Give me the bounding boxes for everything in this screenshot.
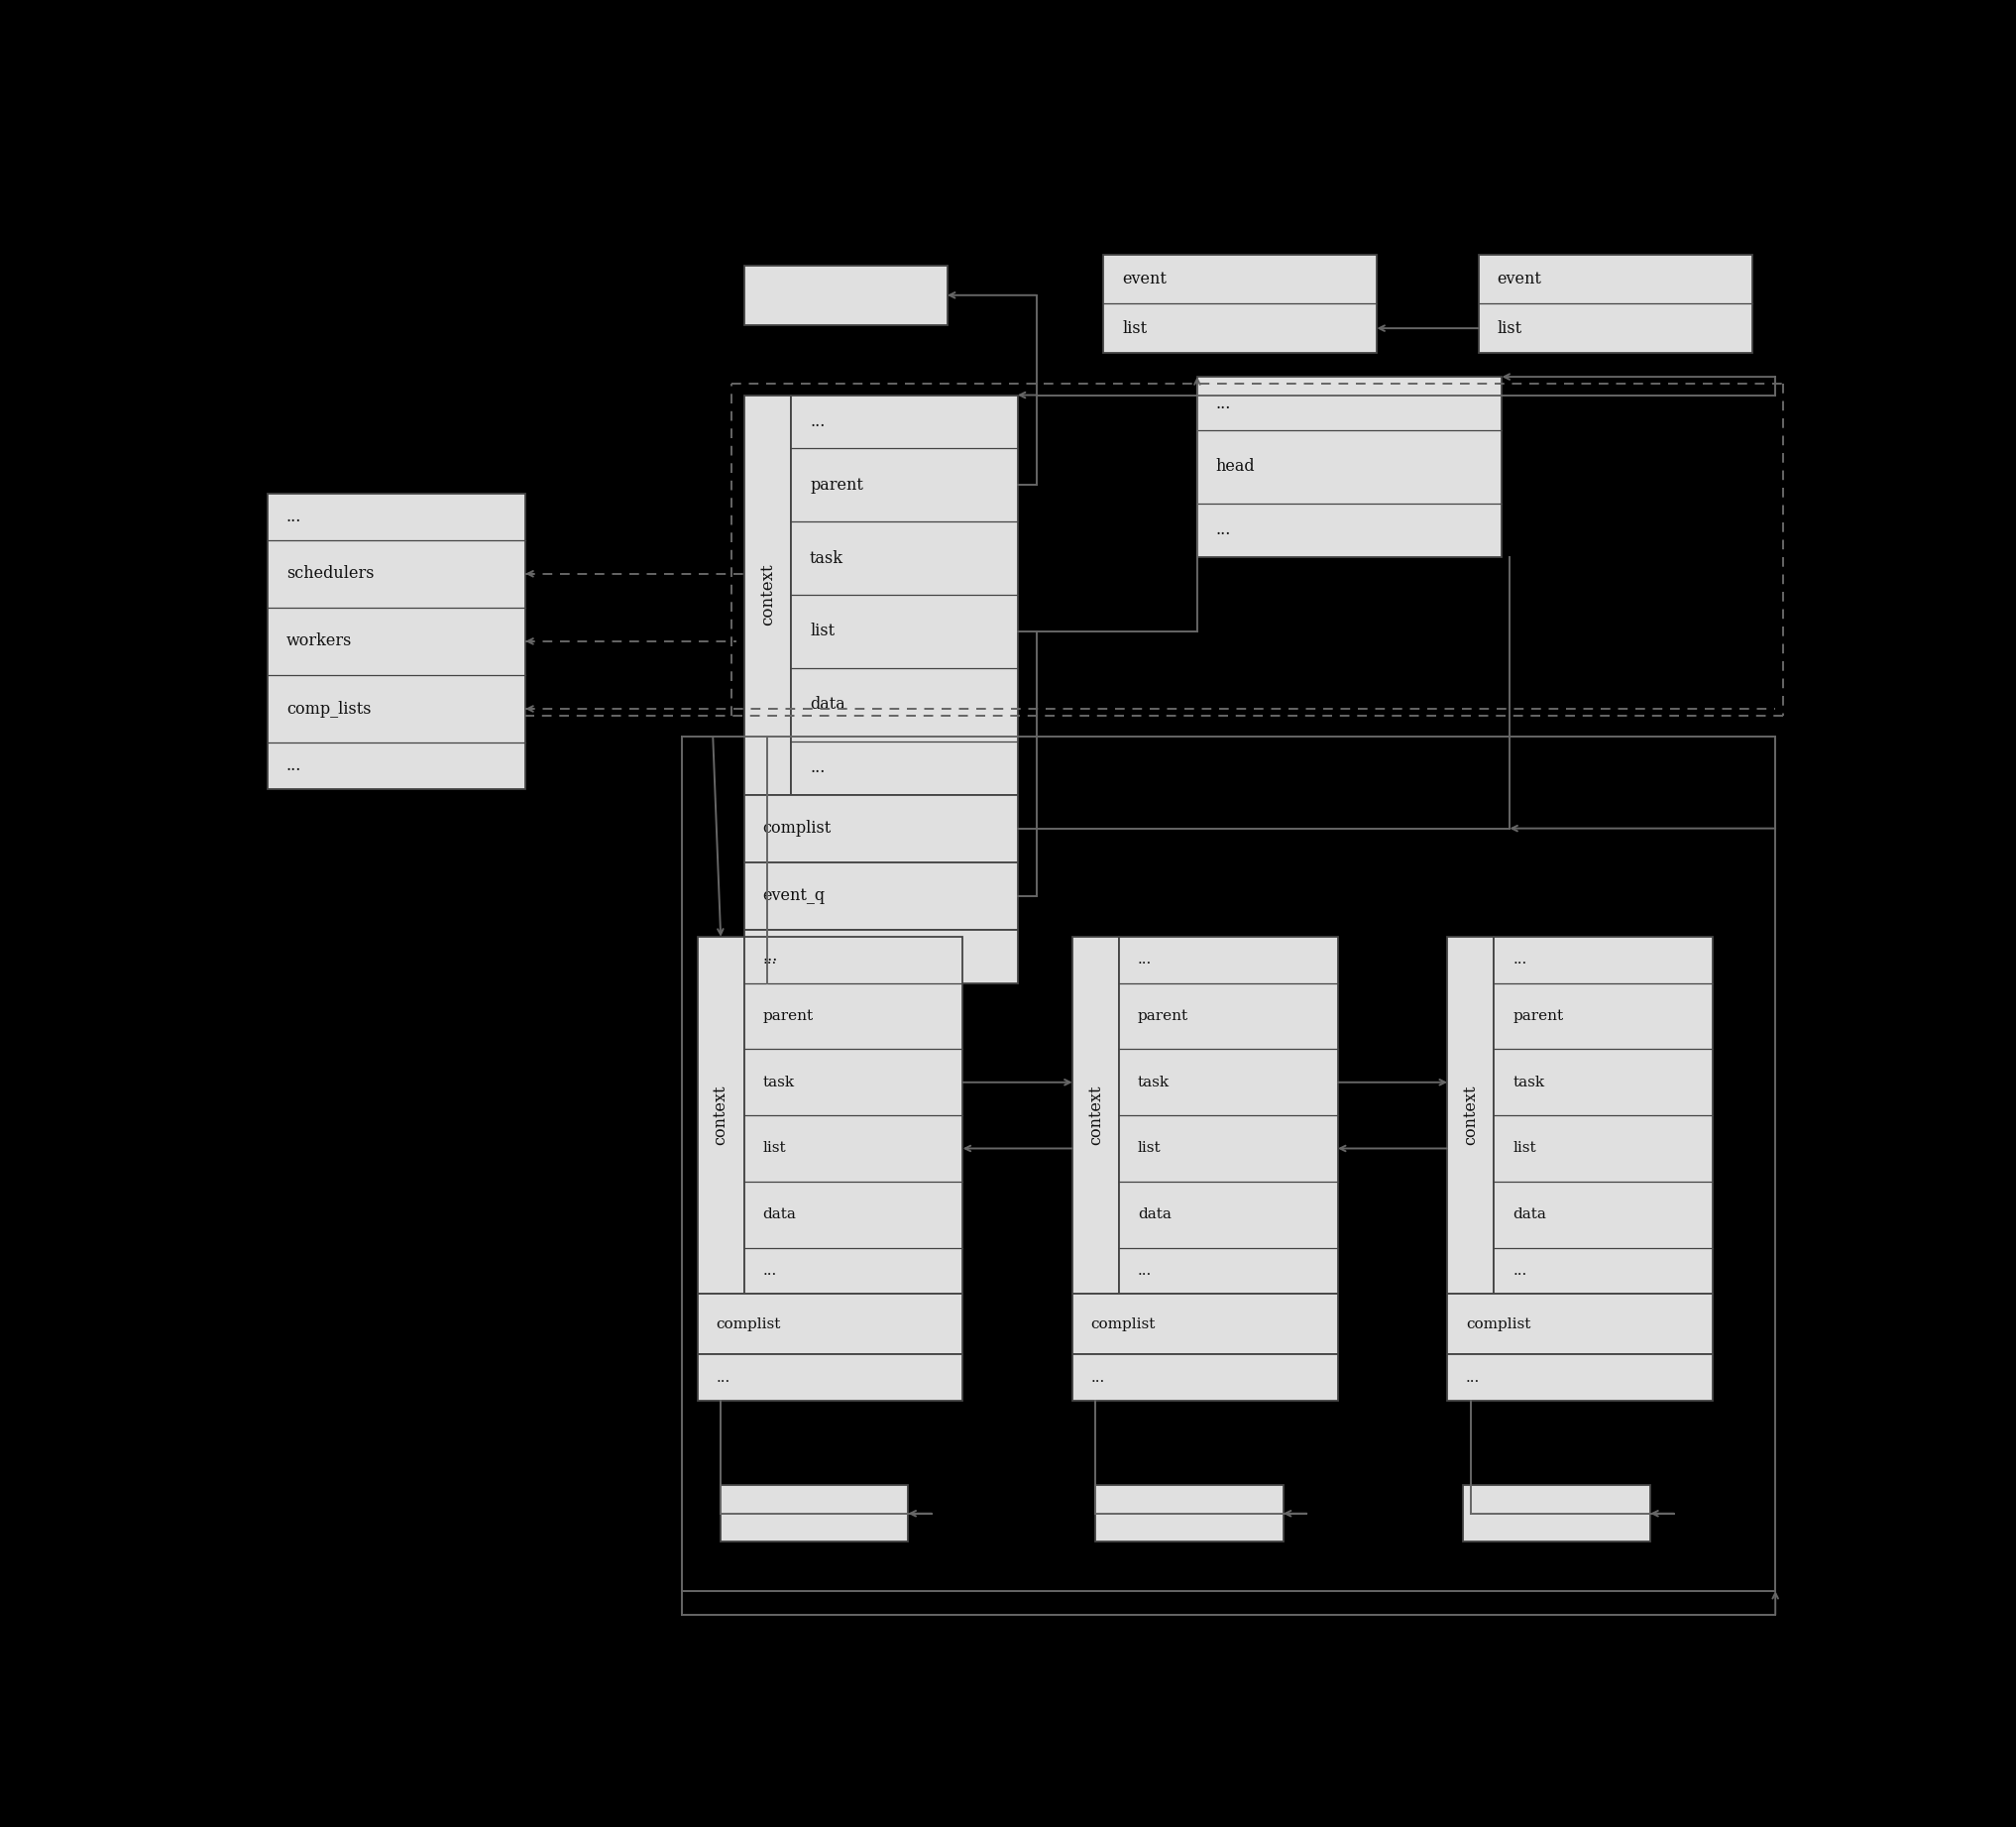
Bar: [1073, 937, 1119, 1294]
Text: complist: complist: [716, 1317, 780, 1332]
Text: list: list: [1512, 1142, 1536, 1155]
Text: context: context: [1087, 1085, 1105, 1146]
Text: ...: ...: [1137, 954, 1151, 966]
Bar: [1447, 937, 1494, 1294]
Bar: [698, 1294, 964, 1354]
Text: ...: ...: [810, 760, 825, 776]
Text: data: data: [762, 1208, 796, 1222]
Text: list: list: [1123, 320, 1147, 336]
Text: workers: workers: [286, 632, 353, 650]
Bar: [744, 795, 1018, 862]
Text: parent: parent: [1512, 1009, 1564, 1023]
Text: task: task: [810, 550, 843, 566]
Bar: [744, 862, 1018, 930]
Text: schedulers: schedulers: [286, 565, 375, 583]
Bar: [1103, 254, 1377, 353]
Text: task: task: [762, 1076, 794, 1089]
Bar: [1073, 1354, 1339, 1401]
Bar: [1464, 1485, 1651, 1542]
Bar: [744, 937, 964, 1294]
Text: ...: ...: [1137, 1264, 1151, 1277]
Bar: [1073, 1294, 1339, 1354]
Text: ...: ...: [1512, 1264, 1526, 1277]
Bar: [744, 265, 948, 325]
Text: task: task: [1512, 1076, 1544, 1089]
Text: list: list: [1137, 1142, 1161, 1155]
Text: ...: ...: [762, 954, 776, 966]
Text: ...: ...: [1216, 395, 1232, 411]
Text: task: task: [1137, 1076, 1169, 1089]
Bar: [698, 1354, 964, 1401]
Text: ...: ...: [1091, 1370, 1105, 1385]
Text: ...: ...: [286, 508, 302, 524]
Bar: [1447, 1354, 1714, 1401]
Text: ...: ...: [1466, 1370, 1480, 1385]
Text: context: context: [712, 1085, 730, 1146]
Text: parent: parent: [810, 477, 863, 493]
Bar: [1198, 376, 1502, 557]
Bar: [722, 1485, 907, 1542]
Text: complist: complist: [1466, 1317, 1530, 1332]
Bar: [744, 930, 1018, 983]
Text: head: head: [1216, 459, 1256, 475]
Text: parent: parent: [762, 1009, 814, 1023]
Text: ...: ...: [1512, 954, 1526, 966]
Text: comp_lists: comp_lists: [286, 700, 371, 718]
Text: context: context: [760, 565, 776, 627]
Text: parent: parent: [1137, 1009, 1189, 1023]
Bar: [744, 395, 790, 795]
Text: ...: ...: [762, 948, 778, 965]
Bar: [1494, 937, 1714, 1294]
Text: event: event: [1498, 270, 1542, 287]
Text: ...: ...: [286, 758, 302, 775]
Bar: [698, 937, 744, 1294]
Text: event: event: [1123, 270, 1167, 287]
Bar: [1478, 254, 1752, 353]
Text: complist: complist: [1091, 1317, 1155, 1332]
Text: list: list: [1498, 320, 1522, 336]
Bar: [1097, 1485, 1284, 1542]
Text: ...: ...: [1216, 523, 1232, 539]
Text: context: context: [1462, 1085, 1480, 1146]
Text: ...: ...: [762, 1264, 776, 1277]
Text: data: data: [1137, 1208, 1171, 1222]
Text: complist: complist: [762, 820, 831, 837]
Text: data: data: [1512, 1208, 1546, 1222]
Bar: [790, 395, 1018, 795]
Text: list: list: [810, 623, 835, 639]
Bar: [1119, 937, 1339, 1294]
Text: data: data: [810, 696, 845, 713]
Bar: [1447, 1294, 1714, 1354]
Text: ...: ...: [716, 1370, 730, 1385]
Text: list: list: [762, 1142, 786, 1155]
Bar: [268, 493, 526, 789]
Text: event_q: event_q: [762, 888, 825, 904]
Text: ...: ...: [810, 413, 825, 429]
